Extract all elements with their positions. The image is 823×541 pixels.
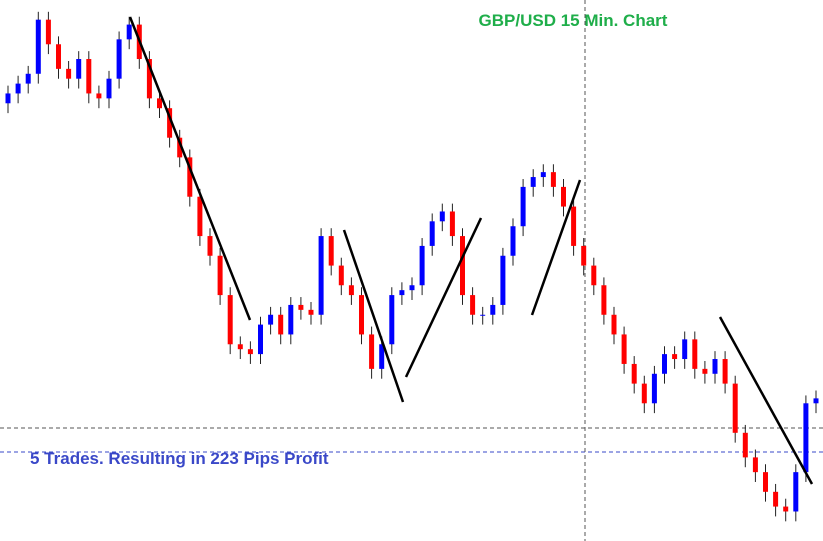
candle-body bbox=[540, 172, 546, 178]
candle-body bbox=[662, 354, 667, 374]
candle-body bbox=[278, 314, 284, 335]
candle-body bbox=[419, 245, 425, 286]
candle-body bbox=[449, 211, 455, 237]
candle-body bbox=[247, 349, 253, 355]
candle-body bbox=[439, 211, 445, 222]
annotation: 5 Trades. Resulting in 223 Pips Profit bbox=[30, 449, 329, 468]
candle-body bbox=[106, 78, 112, 99]
candle-body bbox=[702, 368, 708, 374]
candle-body bbox=[480, 314, 486, 316]
candle-body bbox=[621, 334, 627, 364]
candle-body bbox=[742, 432, 748, 458]
candle-body bbox=[126, 24, 132, 40]
candle-body bbox=[611, 314, 617, 335]
candle-body bbox=[783, 506, 789, 512]
candle-body bbox=[682, 339, 688, 360]
candle-body bbox=[651, 373, 657, 404]
candle-body bbox=[803, 403, 809, 473]
candle-body bbox=[399, 290, 405, 296]
candle-body bbox=[813, 398, 819, 404]
trend-line bbox=[342, 229, 405, 403]
candle-body bbox=[752, 457, 758, 473]
candle-body bbox=[197, 196, 203, 237]
candle-body bbox=[389, 295, 395, 345]
candle-body bbox=[66, 68, 72, 79]
candle-body bbox=[591, 265, 597, 286]
candle-body bbox=[722, 359, 728, 384]
candle-body bbox=[631, 363, 637, 384]
candle-body bbox=[429, 221, 435, 246]
candle-body bbox=[116, 39, 122, 79]
candle-body bbox=[530, 177, 536, 187]
candle-body bbox=[207, 236, 213, 256]
trend-lines bbox=[128, 16, 814, 485]
candle-body bbox=[369, 334, 375, 369]
candle-body bbox=[5, 93, 11, 104]
candle-body bbox=[763, 472, 768, 492]
chart-title: GBP/USD 15 Min. Chart bbox=[479, 11, 668, 30]
candle-body bbox=[25, 73, 31, 84]
candle-body bbox=[348, 285, 354, 296]
candle-body bbox=[641, 383, 647, 404]
candle-body bbox=[258, 324, 263, 355]
candle-body bbox=[359, 295, 364, 335]
trend-line bbox=[530, 179, 582, 316]
candle-body bbox=[318, 236, 324, 315]
candle-body bbox=[56, 44, 61, 69]
candle-body bbox=[793, 472, 799, 512]
candle-body bbox=[490, 304, 496, 315]
candle-body bbox=[601, 285, 607, 315]
trend-line bbox=[128, 16, 252, 321]
trend-line bbox=[404, 217, 483, 378]
candle-body bbox=[409, 285, 415, 291]
candle-body bbox=[237, 344, 243, 350]
candle-body bbox=[470, 295, 476, 315]
trend-line bbox=[718, 316, 814, 485]
candle-body bbox=[96, 93, 102, 99]
candle-body bbox=[520, 186, 526, 227]
candle-body bbox=[45, 19, 51, 45]
candle-body bbox=[732, 383, 738, 433]
candle-body bbox=[571, 206, 577, 246]
candle-body bbox=[581, 245, 587, 266]
candle-body bbox=[561, 186, 566, 207]
candle-body bbox=[773, 491, 779, 507]
candle-body bbox=[217, 255, 223, 296]
candle-body bbox=[15, 83, 21, 94]
candle-body bbox=[338, 265, 344, 286]
candles bbox=[5, 11, 819, 522]
candle-body bbox=[298, 304, 304, 310]
candle-body bbox=[692, 339, 698, 369]
candle-body bbox=[460, 236, 465, 296]
candle-body bbox=[550, 172, 556, 187]
candle-body bbox=[308, 309, 314, 315]
candle-body bbox=[268, 314, 274, 325]
candle-body bbox=[86, 59, 92, 94]
candle-body bbox=[146, 59, 152, 99]
candle-body bbox=[328, 236, 334, 266]
candle-body bbox=[177, 137, 183, 158]
candle-body bbox=[167, 108, 173, 138]
candle-body bbox=[76, 59, 82, 79]
candle-body bbox=[157, 98, 162, 109]
candle-body bbox=[672, 354, 678, 360]
candle-body bbox=[712, 359, 718, 374]
candle-body bbox=[500, 255, 506, 305]
candle-body bbox=[288, 304, 294, 335]
candle-body bbox=[510, 226, 516, 256]
candle-body bbox=[227, 295, 233, 345]
candle-body bbox=[35, 19, 41, 74]
candle-body bbox=[379, 344, 385, 369]
candle-body bbox=[187, 157, 193, 197]
